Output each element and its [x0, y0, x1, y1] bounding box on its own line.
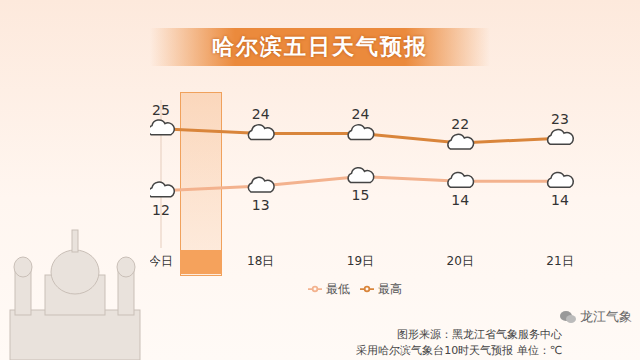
svg-text:20日: 20日: [447, 254, 474, 268]
svg-text:18日: 18日: [247, 254, 274, 268]
html-text:最高: 最高: [378, 282, 402, 296]
html-text:采用哈尔滨气象台10时天气预报 单位：℃: 采用哈尔滨气象台10时天气预报 单位：℃: [356, 344, 562, 357]
svg-text:15: 15: [352, 187, 370, 203]
svg-text:14: 14: [451, 192, 469, 208]
html-text:龙江气象: 龙江气象: [580, 309, 632, 324]
svg-text:22: 22: [451, 116, 469, 132]
svg-text:19日: 19日: [347, 254, 374, 268]
svg-text:今日: 今日: [150, 254, 173, 268]
svg-text:12: 12: [152, 202, 170, 218]
html-text:最低: 最低: [326, 282, 350, 296]
html-text:图形来源：黑龙江省气象服务中心: 图形来源：黑龙江省气象服务中心: [397, 328, 562, 341]
svg-text:23: 23: [551, 111, 569, 127]
svg-text:24: 24: [352, 106, 370, 122]
svg-text:13: 13: [252, 197, 270, 213]
svg-text:25: 25: [152, 102, 170, 118]
html-text:哈尔滨五日天气预报: 哈尔滨五日天气预报: [212, 34, 428, 59]
svg-text:21日: 21日: [546, 254, 573, 268]
svg-text:24: 24: [252, 106, 270, 122]
svg-text:14: 14: [551, 192, 569, 208]
